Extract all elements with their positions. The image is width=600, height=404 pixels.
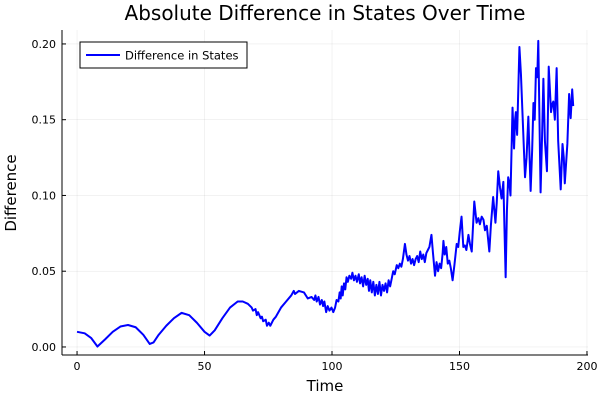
grid	[62, 30, 588, 355]
x-tick-label: 150	[449, 360, 470, 373]
x-tick-label: 0	[74, 360, 81, 373]
x-axis-label: Time	[306, 377, 344, 395]
x-tick-label: 200	[576, 360, 597, 373]
axes: 0 50 100 150 200 0.00 0.05 0.10 0.15 0.20	[32, 30, 597, 373]
legend-label: Difference in States	[125, 49, 239, 63]
x-tick-label: 100	[322, 360, 343, 373]
y-axis-label: Difference	[2, 154, 20, 231]
series-group	[76, 39, 575, 348]
y-tick-label: 0.15	[32, 114, 57, 127]
y-tick-label: 0.10	[32, 189, 57, 202]
series-line-difference-in-states	[76, 39, 575, 348]
y-tick-label: 0.20	[32, 38, 57, 51]
legend: Difference in States	[79, 41, 248, 69]
y-tick-label: 0.05	[32, 265, 57, 278]
x-tick-label: 50	[198, 360, 212, 373]
y-tick-label: 0.00	[32, 341, 57, 354]
chart-title: Absolute Difference in States Over Time	[125, 1, 526, 25]
